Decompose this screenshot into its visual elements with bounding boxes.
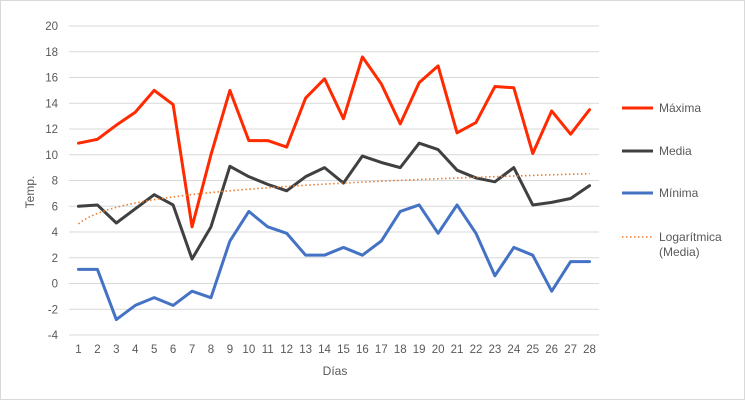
legend-label: Media bbox=[659, 144, 692, 158]
legend-label: Máxima bbox=[659, 101, 701, 115]
x-tick-label: 6 bbox=[170, 344, 176, 356]
x-tick-label: 17 bbox=[375, 344, 388, 356]
x-tick-label: 23 bbox=[488, 344, 501, 356]
x-tick-label: 2 bbox=[94, 344, 100, 356]
series-line-2 bbox=[76, 203, 592, 322]
x-axis-ticks: 1 2 3 4 5 6 7 8 9 10 11 12 13 14 15 16 17 18 19 20 21 22 23 24 2… bbox=[75, 344, 596, 356]
x-tick-label: 19 bbox=[413, 344, 426, 356]
x-tick-label: 13 bbox=[299, 344, 312, 356]
x-tick-label: 14 bbox=[318, 344, 331, 356]
legend: Máxima Media Mínima Logarítmica(Media) bbox=[622, 101, 722, 259]
legend-label: Mínima bbox=[659, 186, 699, 200]
y-tick-label: 4 bbox=[52, 227, 59, 239]
y-axis-title: Temp. bbox=[23, 176, 37, 209]
x-tick-label: 4 bbox=[132, 344, 139, 356]
x-tick-label: 9 bbox=[227, 344, 233, 356]
x-tick-label: 22 bbox=[470, 344, 483, 356]
x-tick-label: 25 bbox=[526, 344, 539, 356]
x-tick-label: 5 bbox=[151, 344, 157, 356]
series-lines bbox=[76, 55, 592, 322]
y-tick-label: 0 bbox=[52, 279, 58, 291]
series-line-0 bbox=[76, 55, 592, 229]
series-line-3 bbox=[77, 172, 590, 225]
y-tick-label: 16 bbox=[45, 73, 58, 85]
y-tick-label: 10 bbox=[45, 150, 58, 162]
x-tick-label: 20 bbox=[432, 344, 445, 356]
x-tick-label: 27 bbox=[564, 344, 577, 356]
x-tick-label: 10 bbox=[242, 344, 255, 356]
x-tick-label: 28 bbox=[583, 344, 596, 356]
y-tick-label: -4 bbox=[48, 330, 59, 342]
x-tick-label: 18 bbox=[394, 344, 407, 356]
x-tick-label: 12 bbox=[280, 344, 293, 356]
legend-label: (Media) bbox=[659, 245, 700, 259]
y-tick-label: 12 bbox=[45, 124, 58, 136]
x-tick-label: 3 bbox=[113, 344, 119, 356]
x-axis-title: Días bbox=[323, 364, 348, 378]
x-tick-label: 15 bbox=[337, 344, 350, 356]
x-tick-label: 26 bbox=[545, 344, 558, 356]
y-tick-label: 20 bbox=[45, 21, 58, 33]
x-tick-label: 11 bbox=[262, 344, 274, 356]
gridlines bbox=[69, 25, 599, 336]
x-tick-label: 21 bbox=[451, 344, 464, 356]
x-tick-label: 8 bbox=[208, 344, 214, 356]
y-tick-label: -2 bbox=[48, 304, 58, 316]
x-tick-label: 7 bbox=[189, 344, 195, 356]
y-tick-label: 6 bbox=[52, 201, 58, 213]
y-tick-label: 8 bbox=[52, 176, 58, 188]
x-tick-label: 16 bbox=[356, 344, 369, 356]
x-tick-label: 1 bbox=[75, 344, 81, 356]
y-tick-label: 18 bbox=[45, 47, 58, 59]
x-tick-label: 24 bbox=[507, 344, 520, 356]
series-line-1 bbox=[76, 141, 592, 261]
legend-label: Logarítmica bbox=[659, 230, 722, 244]
y-tick-label: 14 bbox=[45, 98, 58, 110]
y-tick-label: 2 bbox=[52, 253, 58, 265]
y-axis-ticks: -4 -2 0 2 4 6 8 10 12 14 16 18 20 bbox=[45, 21, 58, 342]
